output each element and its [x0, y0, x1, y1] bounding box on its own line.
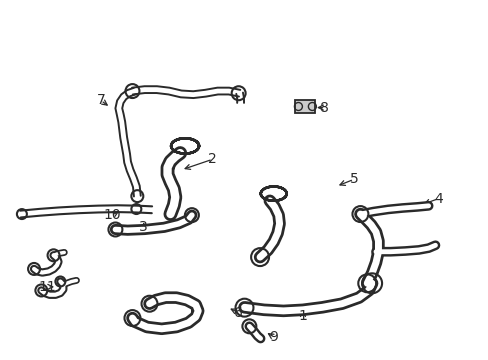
Text: 11: 11: [38, 280, 56, 294]
Text: 7: 7: [96, 93, 105, 107]
Text: 9: 9: [269, 330, 278, 344]
Text: 6: 6: [234, 306, 243, 320]
Text: 1: 1: [298, 309, 307, 323]
Text: 8: 8: [320, 100, 328, 114]
Text: 10: 10: [103, 208, 121, 222]
Bar: [295, 99, 315, 113]
Text: 5: 5: [349, 172, 358, 186]
Text: 4: 4: [433, 192, 442, 206]
Text: 2: 2: [208, 152, 217, 166]
Text: 3: 3: [139, 220, 148, 234]
